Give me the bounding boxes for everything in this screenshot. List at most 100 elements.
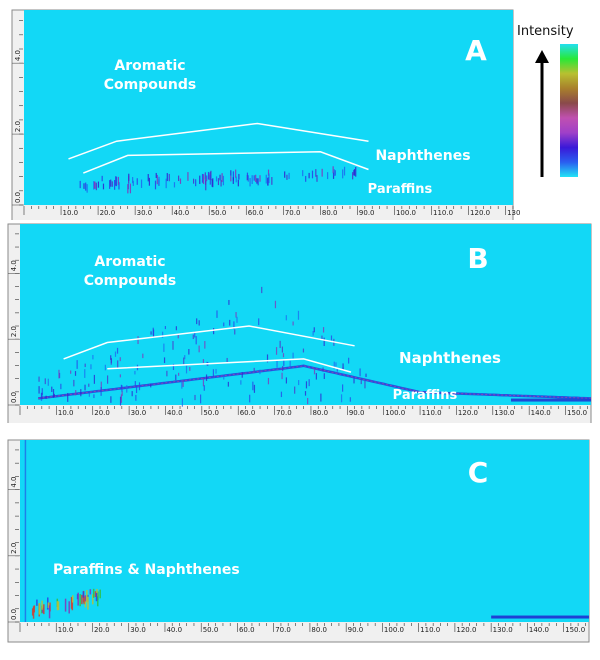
peak-mark (111, 181, 113, 187)
peak-mark (255, 174, 257, 183)
peak-mark (96, 594, 99, 607)
peak-mark (285, 315, 287, 321)
peak-mark (352, 172, 354, 180)
peak-mark (74, 371, 77, 376)
annotation-line: Compounds (104, 77, 196, 93)
peak-mark (285, 377, 287, 384)
peak-mark (119, 357, 121, 362)
peak-mark (38, 386, 40, 394)
peak-mark (288, 172, 290, 179)
peak-mark (230, 170, 232, 176)
peak-mark (178, 372, 180, 376)
peak-mark (308, 172, 310, 179)
peak-mark (94, 591, 97, 598)
peak-mark (38, 376, 40, 382)
x-tick-label: 40.0 (166, 626, 182, 634)
peak-mark (154, 180, 157, 190)
peak-mark (202, 377, 205, 387)
peak-mark (101, 175, 103, 182)
late-elution-band (510, 398, 591, 402)
peak-mark (67, 392, 69, 402)
peak-mark (359, 368, 361, 377)
peak-mark (364, 380, 366, 389)
x-tick-label: 120.0 (456, 626, 476, 634)
naphthene-paraffin-boundary (83, 151, 369, 174)
peak-mark (258, 318, 260, 326)
peak-mark (284, 171, 286, 178)
peak-mark (82, 591, 85, 598)
peak-mark (311, 170, 314, 179)
x-tick-label: 100.0 (384, 626, 404, 634)
plot-background (20, 440, 589, 622)
annotation-label: Paraffins & Naphthenes (53, 562, 240, 578)
annotation-label: Naphthenes (399, 349, 501, 367)
peak-mark (173, 182, 176, 188)
peak-mark (166, 370, 168, 377)
y-tick-label: 4.0 (10, 476, 18, 487)
peak-mark (302, 348, 305, 353)
peak-mark (56, 601, 59, 611)
peak-mark (163, 343, 165, 352)
x-tick-label: 120.0 (458, 409, 478, 417)
x-tick-label: 50.0 (203, 409, 219, 417)
peak-mark (115, 176, 117, 186)
x-tick-label: 70.0 (285, 209, 301, 217)
x-tick-label: 90.0 (348, 626, 364, 634)
peak-mark (215, 176, 218, 182)
peak-mark (48, 605, 51, 619)
peak-mark (84, 369, 86, 378)
peak-mark (236, 316, 238, 323)
x-tick-label: 130.0 (494, 409, 514, 417)
peak-mark (132, 180, 134, 186)
annotation-label: Aromatic Compounds (104, 58, 196, 93)
peak-mark (85, 182, 87, 191)
peak-mark (343, 166, 346, 176)
peak-mark (198, 345, 200, 353)
peak-mark (127, 184, 129, 194)
peak-mark (195, 336, 197, 345)
peak-mark (342, 363, 344, 370)
paraffin-band-core (38, 365, 592, 399)
peak-mark (192, 334, 194, 340)
y-tick-label: 2.0 (14, 121, 22, 132)
peak-mark (283, 360, 285, 366)
peak-mark (294, 386, 296, 394)
peak-mark (86, 590, 88, 603)
peak-mark (203, 385, 205, 391)
peak-mark (137, 336, 139, 345)
peak-mark (333, 169, 335, 176)
peak-mark (166, 173, 168, 182)
peak-mark (353, 169, 356, 176)
annotation-label: Aromatic Compounds (84, 254, 176, 289)
peak-mark (132, 177, 134, 184)
peak-mark (47, 378, 49, 386)
y-tick-label: 4.0 (14, 50, 22, 61)
peak-mark (332, 166, 334, 174)
annotation-label: Paraffins (368, 182, 433, 197)
panel-a-svg: 10.0 20.0 30.0 40.0 50.0 60.0 70.0 80.0 90.0 100.… (11, 9, 523, 226)
peak-mark (71, 595, 74, 603)
peak-mark (312, 331, 314, 336)
peak-mark (360, 379, 362, 385)
peak-mark (355, 167, 357, 177)
peak-mark (353, 378, 355, 384)
peak-mark (94, 181, 96, 189)
peak-mark (321, 168, 323, 177)
peak-mark (222, 175, 225, 186)
peak-mark (259, 175, 261, 182)
panel-b-svg: 10.0 20.0 30.0 40.0 50.0 60.0 70.0 80.0 90.0 100.… (7, 223, 592, 426)
peak-mark (106, 375, 109, 384)
peak-mark (148, 177, 150, 186)
peak-mark (110, 396, 112, 403)
peak-mark (234, 329, 236, 335)
y-tick-label: 0.0 (10, 392, 18, 403)
peak-mark (289, 360, 291, 367)
x-tick-label: 90.0 (349, 409, 365, 417)
peak-mark (84, 363, 86, 368)
peak-mark (165, 178, 167, 189)
y-tick-label: 0.0 (14, 192, 22, 203)
x-tick-label: 110.0 (420, 626, 440, 634)
peak-mark (73, 379, 75, 387)
peak-mark (150, 331, 152, 335)
peak-mark (88, 383, 90, 387)
